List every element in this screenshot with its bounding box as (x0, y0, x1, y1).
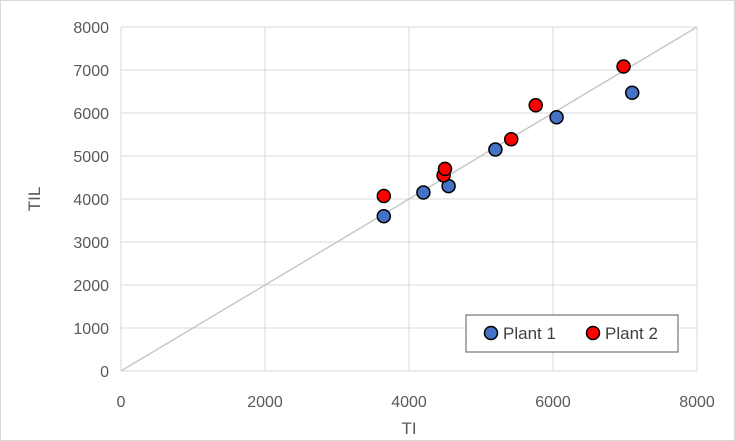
legend-label-plant-1: Plant 1 (503, 324, 556, 343)
data-point-plant-2 (503, 131, 519, 147)
data-points (376, 59, 640, 224)
data-point-plant-2 (376, 188, 392, 204)
data-point-plant-2 (528, 98, 543, 113)
y-axis-title: TIL (25, 187, 44, 212)
y-tick-label: 0 (100, 364, 109, 381)
data-point-plant-2 (616, 59, 631, 74)
y-tick-label: 1000 (73, 321, 109, 338)
data-point-plant-1 (488, 142, 503, 157)
x-tick-label: 8000 (679, 394, 715, 411)
x-tick-label: 0 (117, 394, 126, 411)
x-axis-title: TI (401, 419, 416, 438)
grid (120, 26, 698, 372)
data-point-plant-1 (416, 185, 431, 200)
y-tick-label: 2000 (73, 278, 109, 295)
tick-labels: 0 1000 2000 3000 4000 5000 6000 7000 8000 0 2000 40… (73, 20, 714, 411)
reference-line (120, 26, 698, 372)
legend-marker-plant-2 (585, 325, 601, 341)
x-tick-label: 2000 (247, 394, 283, 411)
y-tick-label: 7000 (73, 63, 109, 80)
reference-line-layer (120, 26, 698, 372)
data-point-plant-1 (376, 208, 392, 224)
y-tick-label: 5000 (73, 149, 109, 166)
y-tick-label: 8000 (73, 20, 109, 37)
x-tick-label: 6000 (535, 394, 571, 411)
legend-marker-plant-1 (483, 325, 499, 341)
data-point-plant-1 (624, 85, 640, 101)
x-tick-label: 4000 (391, 394, 427, 411)
legend-box (465, 314, 679, 353)
y-tick-label: 3000 (73, 235, 109, 252)
y-tick-label: 4000 (73, 192, 109, 209)
legend-label-plant-2: Plant 2 (605, 324, 658, 343)
data-point-plant-1 (549, 110, 564, 125)
y-tick-label: 6000 (73, 106, 109, 123)
data-point-plant-2 (437, 161, 453, 177)
legend: Plant 1 Plant 2 (465, 314, 679, 353)
